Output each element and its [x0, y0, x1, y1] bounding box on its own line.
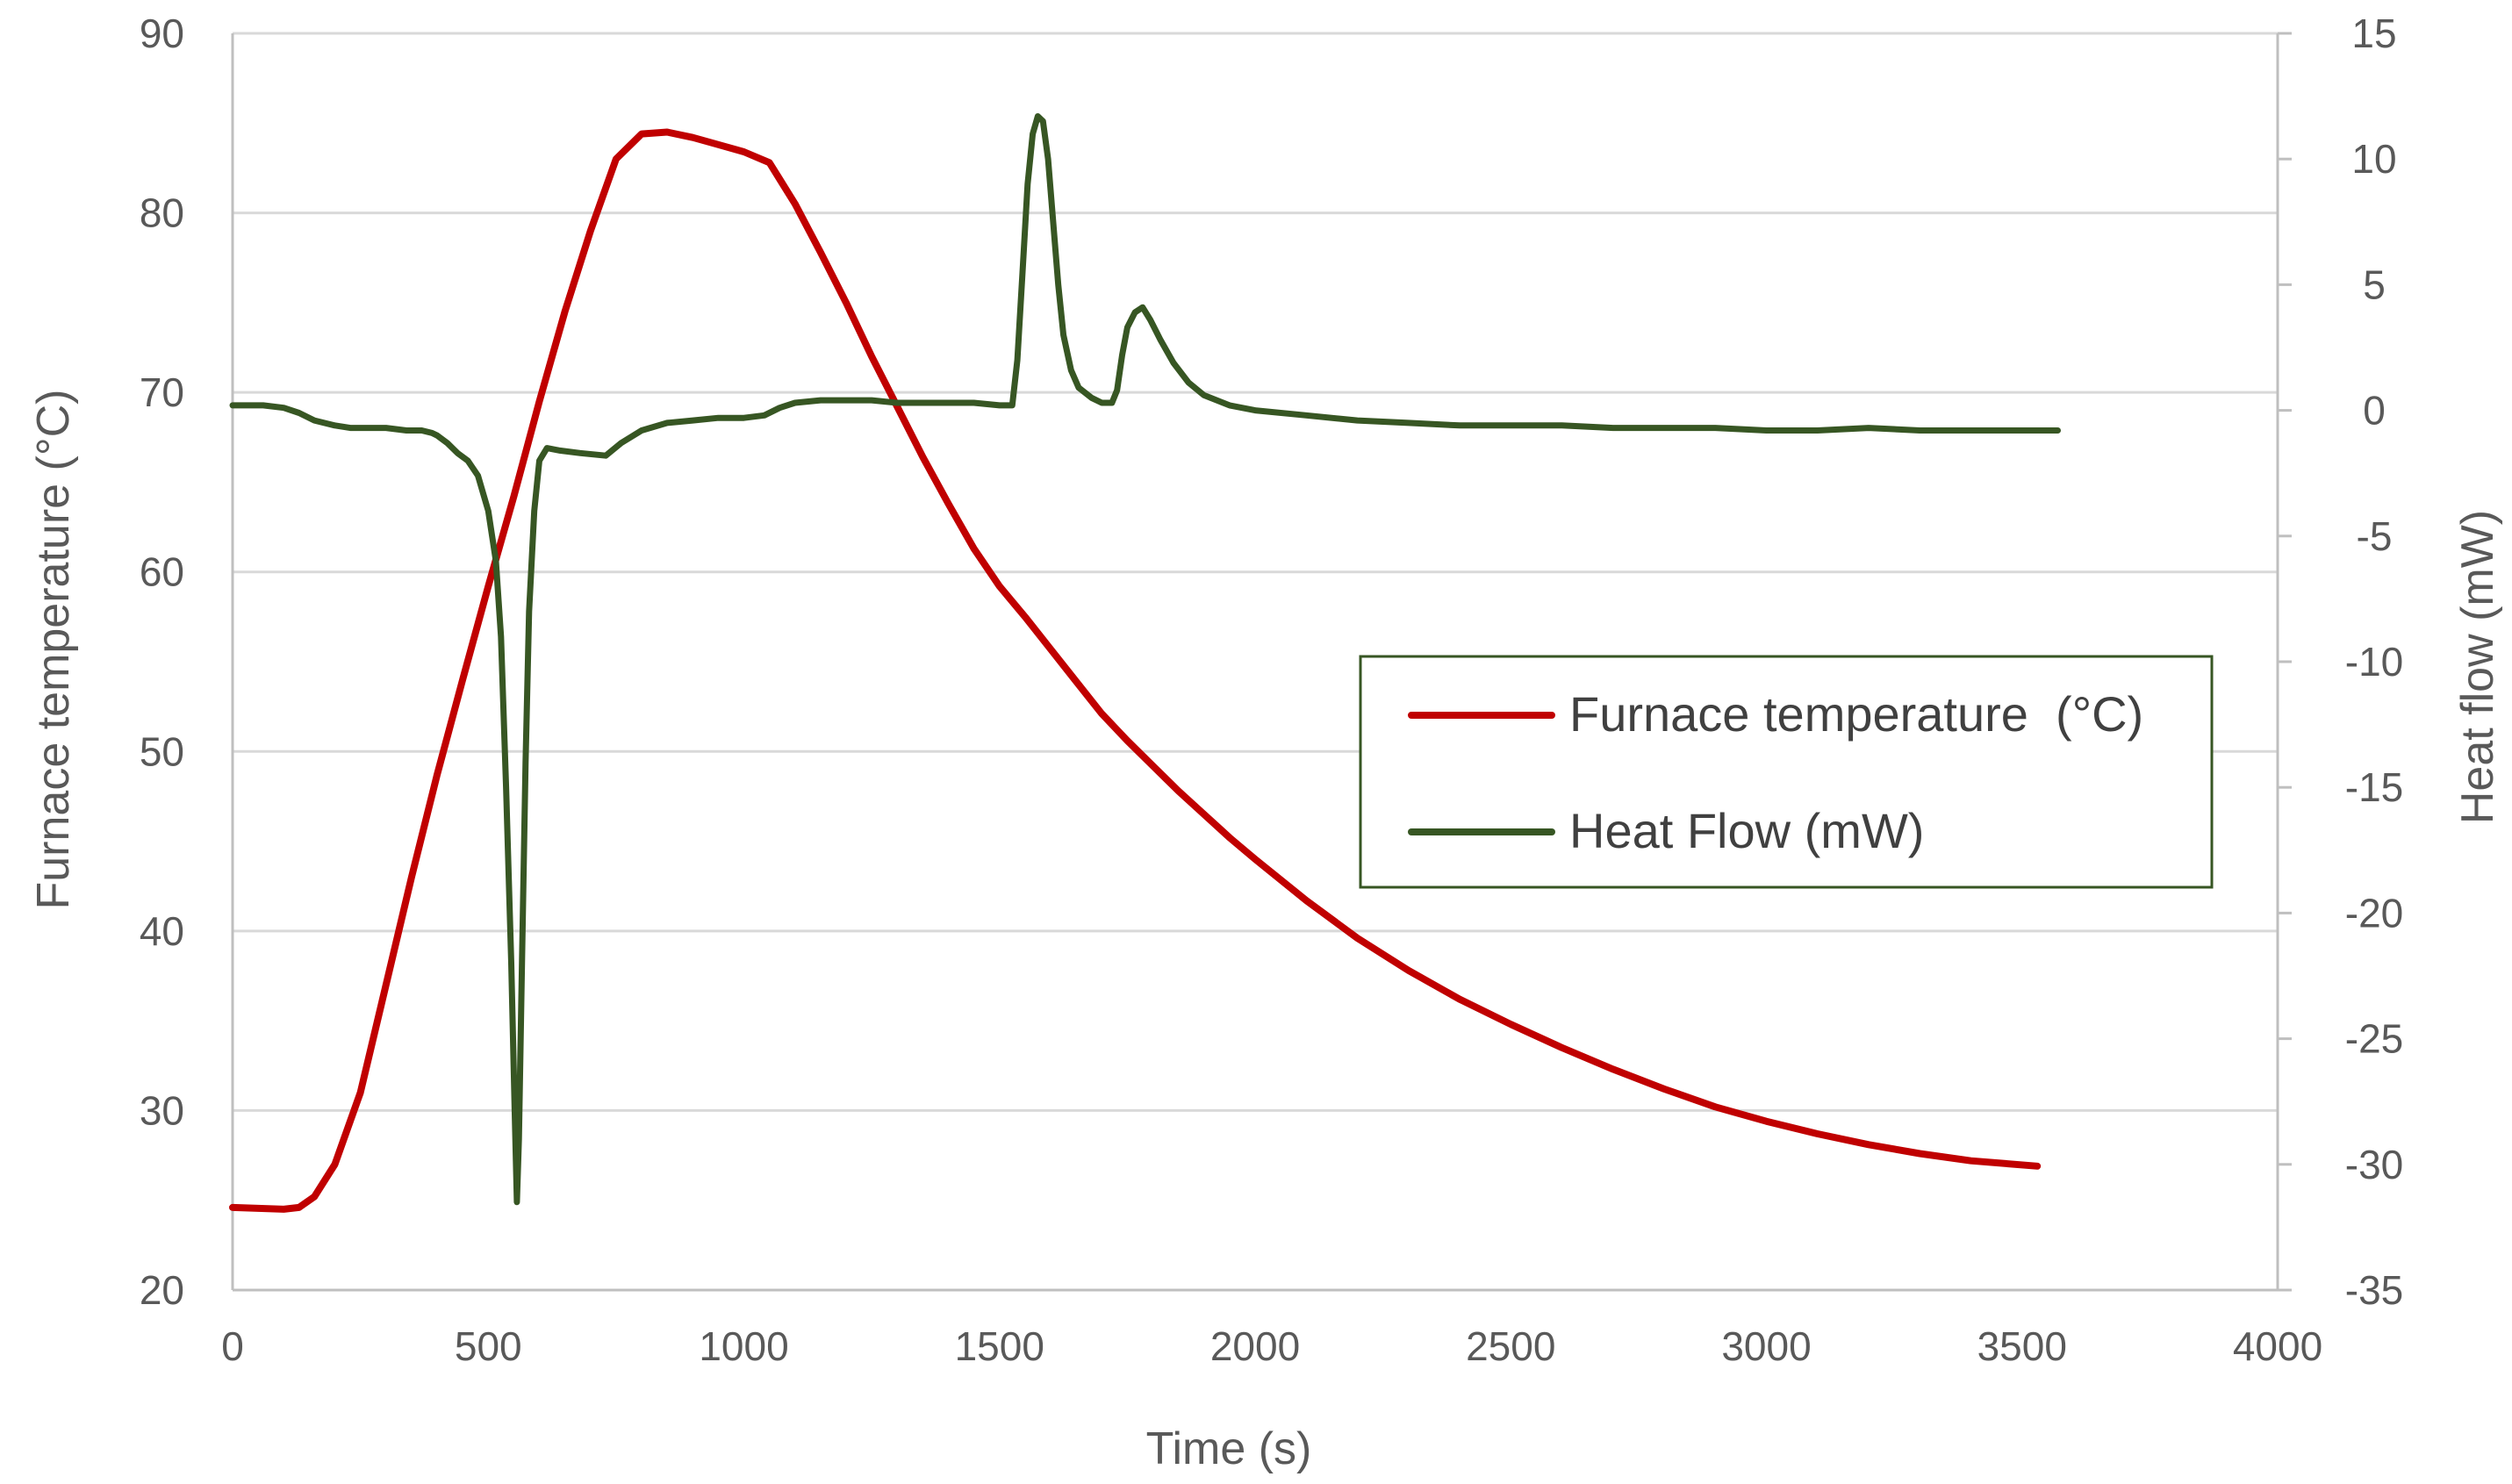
left-y-tick-label: 80	[140, 190, 184, 236]
left-y-axis-ticks: 20 30 40 50 60 70 80 90	[140, 11, 184, 1313]
left-y-tick-label: 60	[140, 549, 184, 595]
right-y-tick-label: -15	[2345, 764, 2403, 810]
series-line-furnace-temperature-c	[229, 128, 2042, 1213]
x-tick-label: 2000	[1210, 1323, 1300, 1369]
right-y-tick-label: -35	[2345, 1267, 2403, 1313]
left-y-tick-label: 30	[140, 1087, 184, 1133]
legend-label-furnace-temperature: Furnace temperature (°C)	[1569, 686, 2143, 742]
right-y-tick-label: -25	[2345, 1016, 2403, 1062]
x-tick-label: 1000	[699, 1323, 788, 1369]
left-y-tick-label: 50	[140, 728, 184, 774]
x-tick-label: 1500	[955, 1323, 1044, 1369]
x-tick-label: 500	[455, 1323, 522, 1369]
x-axis-title: Time (s)	[1146, 1423, 1312, 1474]
legend-box	[1359, 655, 2214, 889]
x-tick-label: 3500	[1977, 1323, 2067, 1369]
x-axis-ticks: 0 500 1000 1500 2000 2500 3000 3500 4000	[221, 1323, 2322, 1369]
gridlines	[233, 32, 2278, 1112]
right-y-tick-label: 15	[2351, 11, 2396, 56]
right-y-tick-label: 10	[2351, 136, 2396, 182]
right-y-tick-label: -20	[2345, 890, 2403, 936]
right-y-tick-label: 0	[2363, 388, 2386, 434]
x-tick-label: 0	[221, 1323, 244, 1369]
x-tick-label: 2500	[1466, 1323, 1555, 1369]
right-y-tick-label: -30	[2345, 1142, 2403, 1187]
right-y-axis-ticks: -35 -30 -25 -20 -15 -10 -5 0 5 10 15	[2278, 11, 2403, 1313]
x-tick-label: 3000	[1721, 1323, 1811, 1369]
series-line-heat-flow-mw	[229, 113, 2061, 1206]
series-layer	[229, 113, 2061, 1213]
right-y-axis-title: Heat flow (mW)	[2452, 510, 2503, 824]
left-y-tick-label: 70	[140, 369, 184, 415]
left-y-tick-label: 20	[140, 1267, 184, 1313]
left-y-tick-label: 90	[140, 11, 184, 56]
left-y-tick-label: 40	[140, 908, 184, 954]
left-y-axis-title: Furnace temperature (°C)	[28, 390, 79, 910]
right-y-tick-label: -10	[2345, 639, 2403, 685]
legend: Furnace temperature (°C) Heat Flow (mW)	[1359, 655, 2214, 889]
legend-label-heat-flow: Heat Flow (mW)	[1569, 803, 1924, 858]
x-tick-label: 4000	[2233, 1323, 2322, 1369]
right-y-tick-label: -5	[2357, 513, 2393, 559]
right-y-tick-label: 5	[2363, 262, 2386, 307]
